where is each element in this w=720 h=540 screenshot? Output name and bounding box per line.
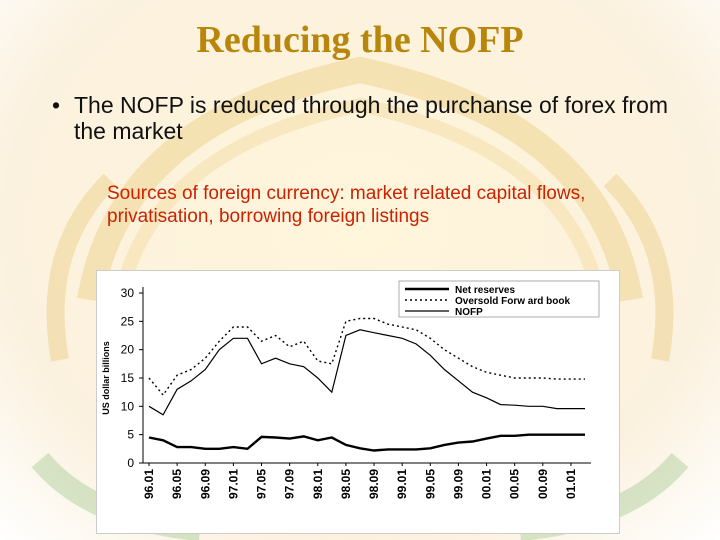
main-bullet: • The NOFP is reduced through the purcha… [52, 92, 692, 144]
y-tick-label: 10 [121, 399, 135, 413]
series-line-1 [148, 433, 585, 452]
y-tick-label: 5 [127, 428, 134, 442]
x-tick-label: 98.09 [367, 469, 381, 499]
y-tick-label: 15 [121, 371, 135, 385]
nofp-line-chart: 0 5 10 15 20 25 30 US dollar billions 96.01 96.05… [96, 270, 620, 534]
x-tick-label: 97.05 [255, 469, 269, 499]
x-tick-label: 01.01 [564, 469, 578, 499]
main-bullet-text: The NOFP is reduced through the purchans… [74, 92, 669, 144]
y-tick-label: 30 [121, 286, 135, 300]
legend-label-1: Net reserves [455, 285, 515, 296]
legend-label-2: Oversold Forw ard book [455, 296, 570, 307]
y-tick-label: 0 [127, 456, 134, 470]
x-tick-label: 00.05 [508, 469, 522, 499]
series-line-3 [148, 329, 585, 416]
slide-title: Reducing the NOFP [196, 19, 524, 61]
x-tick-label: 96.05 [170, 469, 184, 499]
x-tick-label: 00.01 [480, 469, 494, 499]
y-axis-label: US dollar billions [101, 341, 111, 415]
x-tick-label: 97.01 [226, 469, 240, 499]
x-tick-label: 96.01 [142, 469, 156, 499]
y-tick-label: 25 [121, 314, 135, 328]
x-tick-label: 00.09 [536, 469, 550, 499]
x-tick-label: 98.05 [339, 469, 353, 499]
x-tick-label: 98.01 [311, 469, 325, 499]
x-tick-label: 97.09 [283, 469, 297, 499]
x-tick-label: 99.01 [395, 469, 409, 499]
sub-bullet-text: Sources of foreign currency: market rela… [107, 183, 586, 227]
y-tick-label: 20 [121, 343, 135, 357]
legend-label-3: NOFP [455, 307, 483, 318]
x-tick-label: 99.09 [451, 469, 465, 499]
x-tick-label: 96.09 [198, 469, 212, 499]
bullet-marker: • [52, 92, 61, 118]
x-tick-label: 99.05 [423, 469, 437, 499]
chart-svg: 0 5 10 15 20 25 30 US dollar billions 96.01 96.05… [101, 280, 600, 499]
